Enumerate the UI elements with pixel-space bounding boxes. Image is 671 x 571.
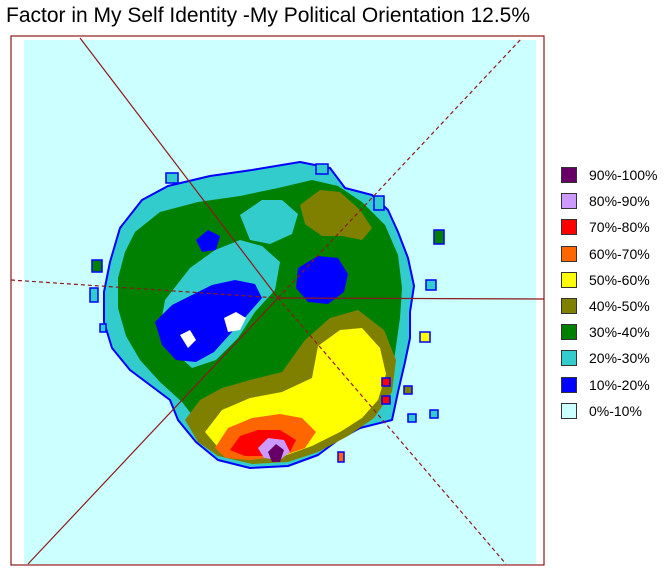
spot-teal-2 — [89, 287, 99, 303]
legend-label: 40%-50% — [589, 297, 650, 314]
spot-red-1 — [381, 377, 391, 387]
spot-red-2 — [381, 395, 391, 405]
legend-swatch — [561, 376, 577, 393]
spot-teal-3 — [165, 172, 179, 184]
legend-label: 30%-40% — [589, 324, 650, 341]
spot-teal-8 — [315, 163, 329, 175]
legend-swatch — [561, 350, 577, 367]
legend-label: 50%-60% — [589, 271, 650, 288]
axis-dashed-upper-right — [277, 37, 523, 299]
legend-swatch — [561, 402, 577, 419]
region-20-30-inner2 — [240, 200, 298, 244]
spot-green-2 — [91, 259, 103, 273]
legend-label: 0%-10% — [589, 402, 642, 419]
axis-dashed-lower-right — [277, 297, 507, 565]
region-40-50-upper — [300, 190, 372, 240]
legend-swatch — [561, 297, 577, 314]
spot-yellow-1 — [419, 331, 431, 343]
legend-swatch — [561, 167, 577, 183]
spot-olive-1 — [403, 385, 413, 395]
chart-title: Factor in My Self Identity -My Political… — [6, 4, 531, 27]
legend-label: 20%-30% — [589, 350, 650, 367]
legend-swatch — [561, 193, 577, 210]
spot-teal-4 — [373, 195, 385, 211]
legend-label: 80%-90% — [589, 193, 650, 210]
legend-label: 90%-100% — [589, 167, 658, 183]
axis-solid-right — [277, 297, 545, 300]
region-90-100 — [268, 444, 284, 462]
spot-teal-1 — [425, 279, 437, 291]
legend-label: 70%-80% — [589, 219, 650, 236]
spot-teal-6 — [407, 413, 417, 423]
legend-label: 10%-20% — [589, 376, 650, 393]
region-0-10-hole2 — [180, 330, 196, 348]
region-10-20-top — [196, 230, 220, 252]
region-10-20-left — [155, 280, 262, 362]
legend-swatch — [561, 324, 577, 341]
spot-green-1 — [433, 229, 445, 245]
region-0-10-hole1 — [224, 312, 246, 332]
legend-swatch — [561, 219, 577, 236]
axis-solid-upper-left — [79, 37, 279, 299]
spot-teal-5 — [99, 323, 107, 333]
spot-orange-1 — [337, 451, 345, 463]
axis-dashed-left — [10, 279, 279, 299]
axis-solid-lower-left — [27, 297, 279, 565]
legend-swatch — [561, 271, 577, 288]
spot-teal-7 — [429, 409, 439, 419]
legend-swatch — [561, 245, 577, 262]
region-10-20-right — [296, 256, 348, 304]
legend-label: 60%-70% — [589, 245, 650, 262]
